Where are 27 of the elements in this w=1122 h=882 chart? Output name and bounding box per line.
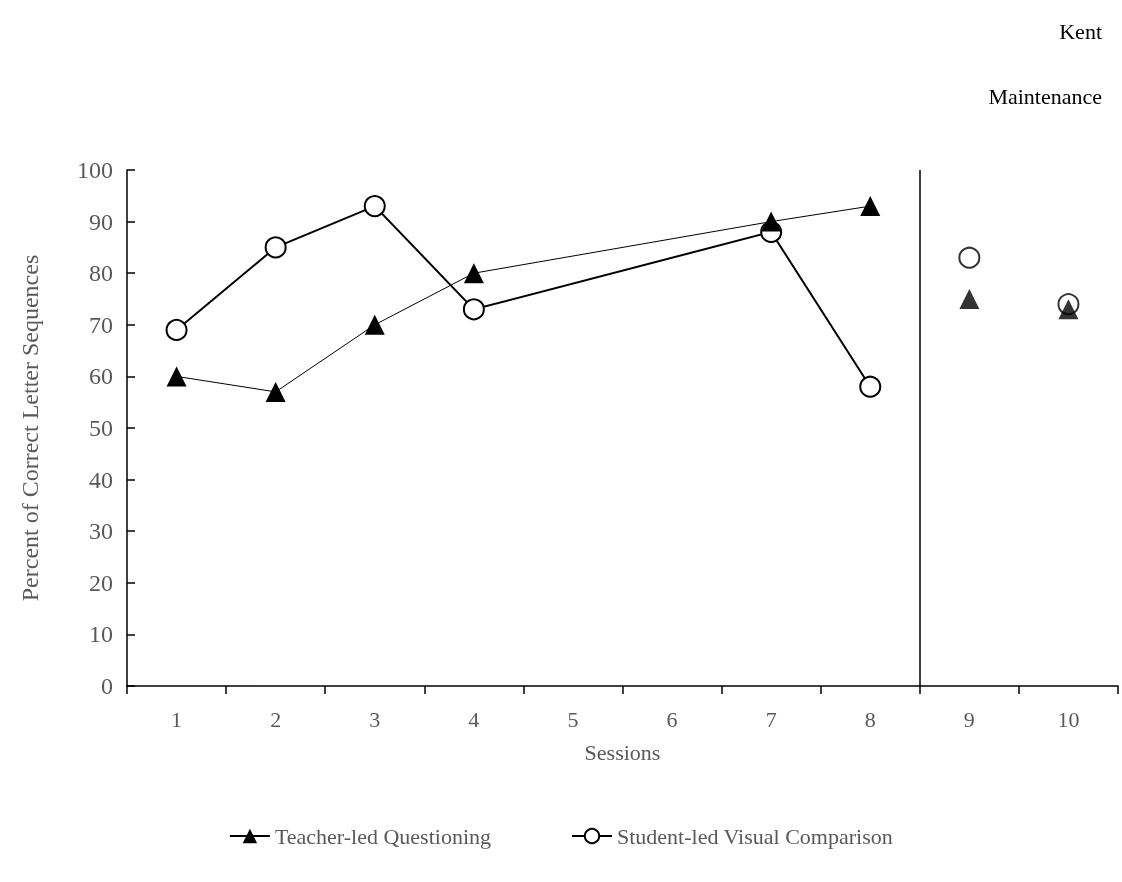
y-axis-title: Percent of Correct Letter Sequences [17,254,43,602]
x-tick-label: 9 [963,706,975,732]
x-tick-label: 7 [765,706,777,732]
x-tick-label: 5 [567,706,579,732]
x-tick-label: 4 [468,706,480,732]
x-tick-label: 6 [666,706,678,732]
text: Kent [1059,18,1102,44]
y-tick-label: 80 [89,260,113,287]
y-tick-label: 30 [89,518,113,545]
text: Maintenance [988,83,1102,109]
x-axis-title: Sessions [584,739,661,765]
y-tick-label: 40 [89,466,113,493]
y-tick-label: 0 [101,673,113,699]
y-tick-label: 20 [89,569,113,596]
legend-label: Teacher-led Questioning [274,823,492,849]
legend-label: Student-led Visual Comparison [617,823,893,849]
y-tick-label: 90 [89,208,113,235]
x-tick-label: 3 [369,706,381,732]
x-tick-label: 2 [270,706,282,732]
x-tick-label: 8 [864,706,876,732]
y-tick-label: 70 [89,311,113,338]
y-tick-label: 50 [89,415,113,441]
x-tick-label: 1 [171,706,183,732]
y-tick-label: 60 [89,363,113,390]
x-tick-label: 10 [1057,706,1080,732]
y-tick-label: 10 [89,621,113,648]
y-tick-label: 100 [77,157,113,183]
